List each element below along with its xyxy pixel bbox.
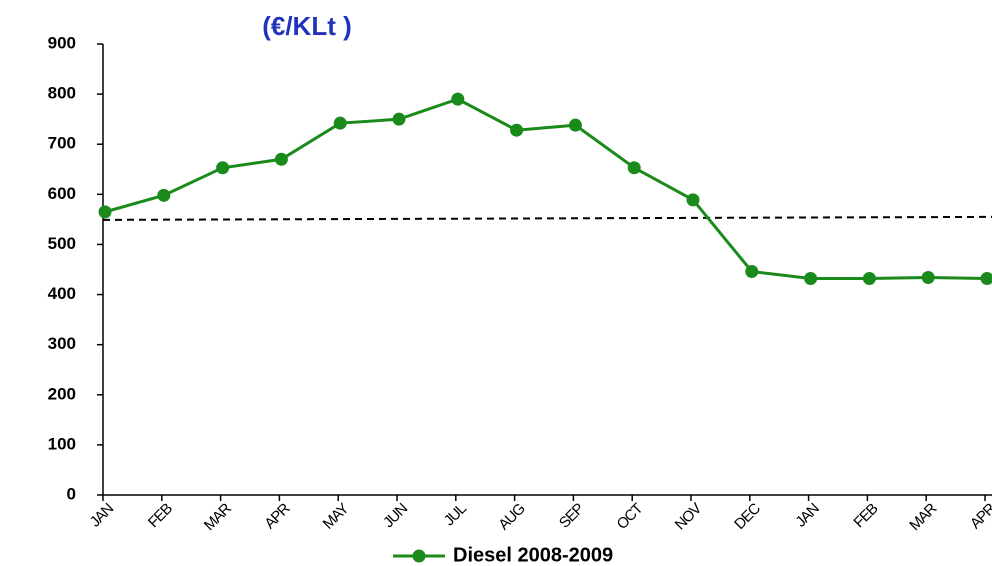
y-tick-label: 700: [48, 134, 76, 153]
marker: [921, 271, 935, 285]
marker: [333, 116, 347, 130]
x-tick-label: NOV: [672, 500, 706, 534]
x-tick-label: DEC: [731, 500, 764, 533]
y-tick-label: 600: [48, 184, 76, 203]
marker: [451, 92, 465, 106]
marker: [274, 152, 288, 166]
x-tick-label: MAY: [320, 500, 353, 533]
y-tick-label: 400: [48, 284, 76, 303]
x-tick-label: JUN: [380, 501, 411, 532]
y-tick-label: 0: [67, 484, 76, 503]
y-tick-label: 800: [48, 84, 76, 103]
x-tick-label: APR: [261, 500, 294, 533]
marker: [568, 118, 582, 132]
marker: [216, 161, 230, 175]
chart-title: (€/KLt ): [262, 11, 352, 41]
x-tick-label: AUG: [495, 500, 528, 533]
x-tick-label: JAN: [792, 501, 822, 531]
y-tick-label: 200: [48, 384, 76, 403]
x-tick-label: JAN: [87, 501, 117, 531]
reference-line: [102, 215, 992, 221]
x-tick-label: SEP: [556, 500, 588, 532]
x-tick-label: OCT: [614, 500, 647, 533]
marker: [98, 205, 112, 219]
x-tick-label: APR: [967, 500, 992, 533]
y-tick-label: 100: [48, 434, 76, 453]
marker: [804, 272, 818, 286]
legend-label: Diesel 2008-2009: [453, 544, 613, 566]
line: [104, 97, 988, 281]
marker: [745, 265, 759, 279]
y-tick-label: 300: [48, 334, 76, 353]
marker: [686, 193, 700, 207]
x-tick-label: FEB: [145, 500, 176, 531]
marker: [862, 272, 876, 286]
x-tick-label: JUL: [441, 500, 470, 529]
legend-marker: [412, 549, 426, 563]
marker: [627, 161, 641, 175]
marker: [157, 188, 171, 202]
marker: [510, 123, 524, 137]
marker: [980, 272, 992, 286]
x-tick-label: FEB: [850, 500, 881, 531]
marker: [392, 112, 406, 126]
y-tick-label: 900: [48, 33, 76, 52]
x-tick-label: MAR: [906, 500, 940, 534]
x-tick-label: MAR: [201, 500, 235, 534]
y-tick-label: 500: [48, 234, 76, 253]
